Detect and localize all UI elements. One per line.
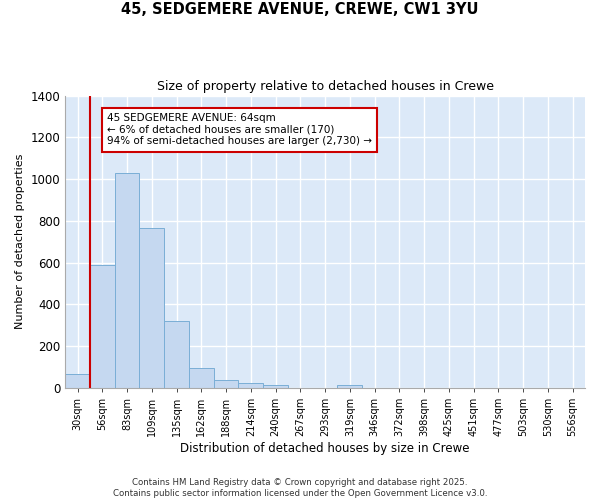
- X-axis label: Distribution of detached houses by size in Crewe: Distribution of detached houses by size …: [181, 442, 470, 455]
- Text: 45 SEDGEMERE AVENUE: 64sqm
← 6% of detached houses are smaller (170)
94% of semi: 45 SEDGEMERE AVENUE: 64sqm ← 6% of detac…: [107, 113, 372, 146]
- Bar: [139, 228, 164, 388]
- Text: 45, SEDGEMERE AVENUE, CREWE, CW1 3YU: 45, SEDGEMERE AVENUE, CREWE, CW1 3YU: [121, 2, 479, 18]
- Bar: [90, 265, 115, 388]
- Bar: [337, 386, 362, 388]
- Y-axis label: Number of detached properties: Number of detached properties: [15, 154, 25, 330]
- Bar: [238, 384, 263, 388]
- Bar: [65, 374, 90, 388]
- Bar: [214, 380, 238, 388]
- Bar: [115, 173, 139, 388]
- Title: Size of property relative to detached houses in Crewe: Size of property relative to detached ho…: [157, 80, 494, 93]
- Bar: [164, 321, 189, 388]
- Text: Contains HM Land Registry data © Crown copyright and database right 2025.
Contai: Contains HM Land Registry data © Crown c…: [113, 478, 487, 498]
- Bar: [263, 386, 288, 388]
- Bar: [189, 368, 214, 388]
